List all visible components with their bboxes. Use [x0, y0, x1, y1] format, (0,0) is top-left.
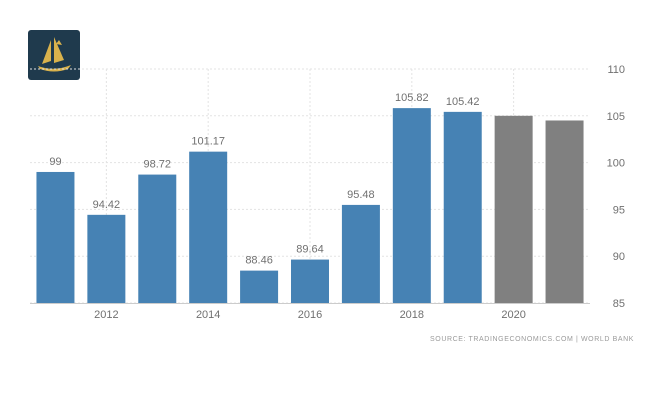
data-label: 105.42: [446, 96, 480, 108]
y-axis-ticks: 85 90 95 100 105 110: [607, 64, 625, 310]
x-tick-label: 2014: [196, 309, 220, 321]
bar: [138, 174, 177, 303]
x-tick-label: 2016: [298, 309, 322, 321]
data-label: 98.72: [144, 159, 172, 171]
y-tick-label: 105: [607, 111, 625, 123]
y-tick-label: 90: [613, 251, 625, 263]
x-tick-label: 2018: [400, 309, 424, 321]
x-axis-ticks: 2012 2014 2016 2018 2020: [94, 309, 526, 321]
bar: [240, 270, 279, 303]
bar: [443, 111, 482, 303]
golden-sailboat-logo-icon: [28, 30, 80, 80]
y-tick-label: 85: [613, 298, 625, 310]
bar: [36, 171, 75, 303]
bar: [189, 151, 228, 303]
bar: [392, 108, 431, 303]
chart-data-labels: 99 94.42 98.72 101.17 88.46 89.64 95.48 105.82 1…: [49, 92, 479, 266]
forecast-bar: [545, 120, 584, 303]
y-tick-label: 110: [607, 64, 625, 76]
data-label: 88.46: [245, 255, 273, 267]
x-tick-label: 2020: [501, 309, 525, 321]
data-label: 105.82: [395, 92, 429, 104]
x-tick-label: 2012: [94, 309, 118, 321]
bar: [341, 204, 380, 303]
bar: [291, 259, 329, 303]
data-label: 95.48: [347, 189, 375, 201]
forecast-bar: [494, 115, 533, 303]
source-attribution: SOURCE: TRADINGECONOMICS.COM | WORLD BAN…: [430, 336, 635, 343]
y-tick-label: 95: [613, 204, 625, 216]
data-label: 94.42: [93, 199, 121, 211]
data-label: 89.64: [296, 244, 324, 256]
chart-bars: [36, 108, 584, 303]
data-label: 101.17: [191, 136, 225, 148]
y-tick-label: 100: [607, 158, 625, 170]
data-label: 99: [49, 156, 61, 168]
bar: [87, 214, 126, 303]
